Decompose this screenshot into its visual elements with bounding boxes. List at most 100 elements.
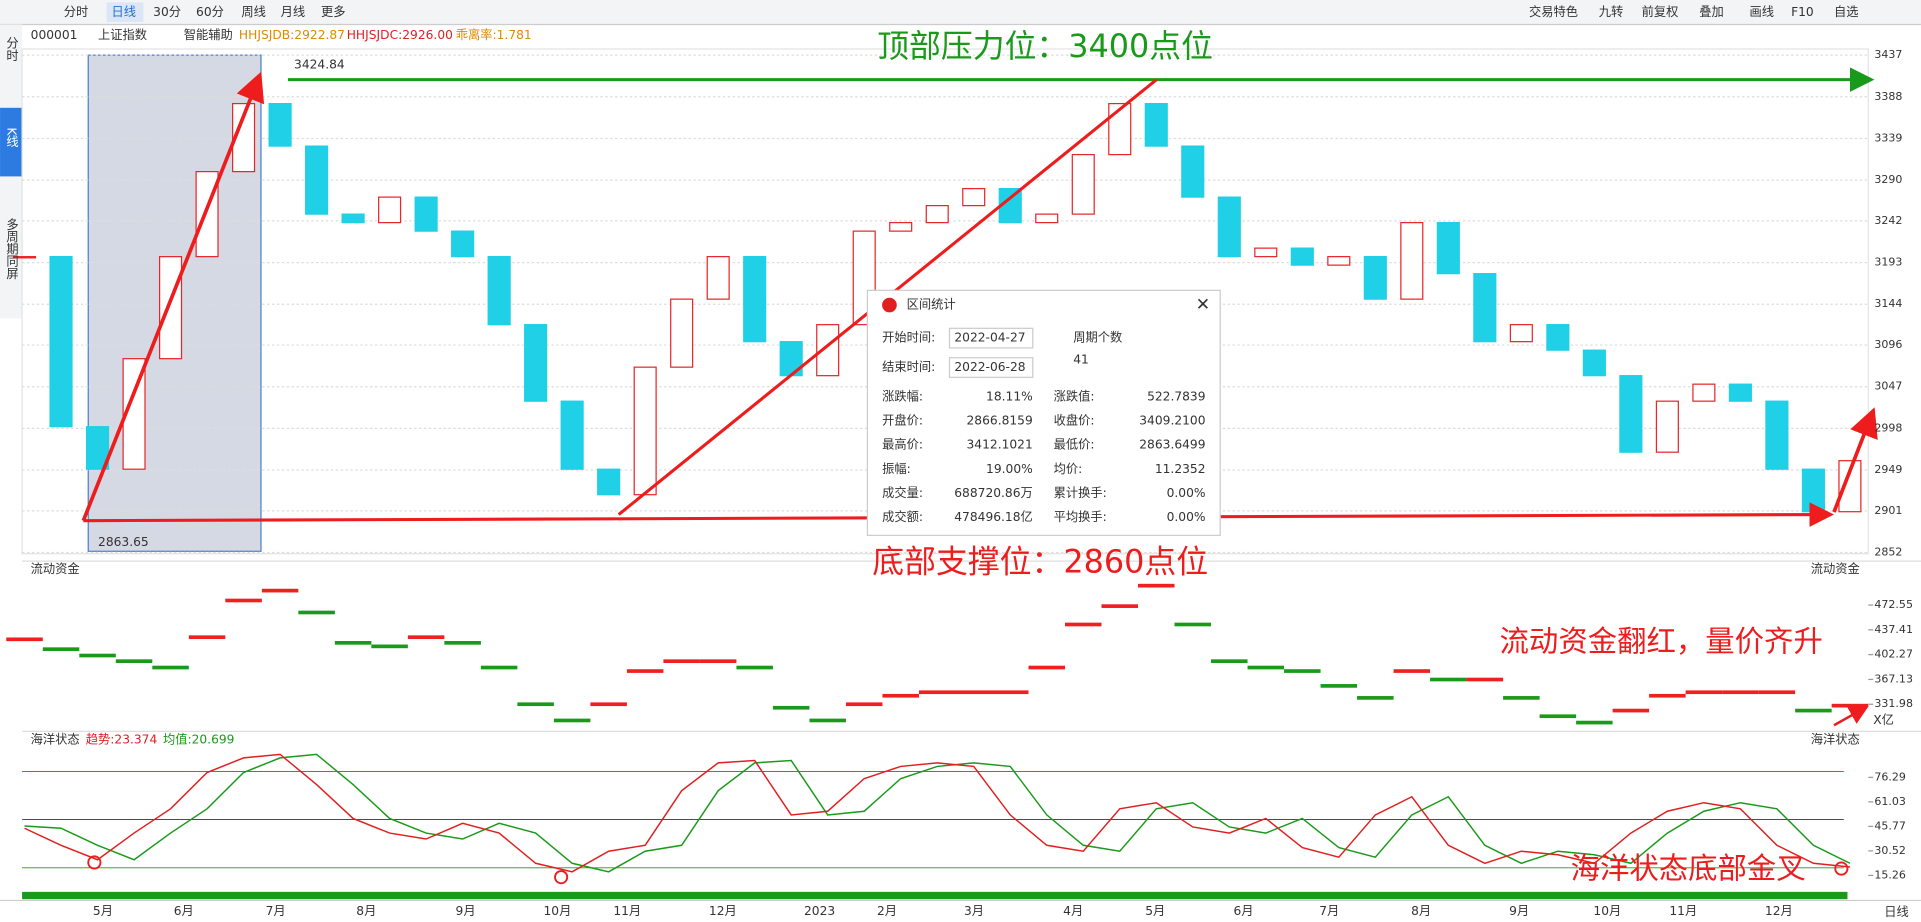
tab[interactable]: 分时 [64, 5, 89, 19]
stat-label: 平均换手: [1054, 510, 1107, 524]
candle [1327, 256, 1351, 266]
candle [1363, 256, 1387, 300]
y-tick-label: 30.52 [1874, 844, 1906, 857]
candle [1473, 273, 1497, 343]
toolbar-button[interactable]: 交易特色 [1529, 4, 1578, 19]
x-tick-label: 2023 [804, 904, 835, 918]
stat-value: 688720.86万 [954, 486, 1033, 500]
toolbar [0, 0, 1921, 25]
candle [305, 145, 329, 215]
toolbar-button[interactable]: 九转 [1599, 4, 1623, 19]
x-tick-label: 12月 [709, 904, 737, 918]
unit: X亿 [1873, 712, 1894, 727]
stat-label: 涨跌值: [1054, 388, 1095, 403]
flow-step [1284, 669, 1321, 673]
stat-value: 3409.2100 [1139, 414, 1205, 428]
tab[interactable]: 60分 [196, 5, 224, 19]
flow-step [1247, 665, 1285, 670]
y-tick-label: 3339 [1874, 131, 1902, 144]
stat-value: 0.00% [1167, 486, 1206, 500]
x-tick-label: 3月 [964, 904, 984, 918]
candle [1254, 247, 1278, 258]
x-tick-label: 4月 [1063, 904, 1083, 918]
flow-step [772, 705, 810, 710]
flow-step [1685, 690, 1723, 695]
tab[interactable]: 日线 [112, 5, 137, 19]
status: 日线 [1884, 905, 1908, 919]
flow-step [298, 610, 335, 615]
cross-marker [87, 855, 102, 870]
toolbar-button[interactable]: 自选 [1834, 5, 1859, 19]
candle [816, 324, 840, 377]
candle [12, 256, 37, 259]
candle [1619, 375, 1643, 453]
end-date[interactable]: 2022-06-28 [954, 360, 1025, 374]
flow-step [334, 640, 372, 645]
flow-step [1393, 669, 1431, 673]
candle [1765, 400, 1789, 470]
toolbar-button[interactable]: 叠加 [1699, 5, 1724, 19]
annotation: 海洋状态底部金叉 [1571, 851, 1806, 885]
toolbar-button[interactable]: 前复权 [1642, 4, 1679, 19]
candle [414, 196, 438, 232]
stat-label: 收盘价: [1054, 413, 1095, 428]
y-tick-label: 3047 [1874, 380, 1902, 393]
annotation: 顶部压力位：3400点位 [877, 27, 1213, 65]
candle [487, 256, 511, 326]
candle [633, 366, 657, 496]
tab[interactable]: 30分 [153, 5, 181, 19]
candle [1181, 145, 1205, 198]
y-tick-label: 3144 [1874, 297, 1902, 310]
flow-step [1138, 583, 1175, 588]
candle [524, 324, 548, 402]
candle [1290, 247, 1314, 266]
flow-step [225, 598, 262, 603]
start-date[interactable]: 2022-04-27 [954, 331, 1025, 345]
candle [268, 102, 292, 147]
flow-step [115, 659, 153, 664]
flow-step [955, 690, 992, 695]
candle [670, 298, 694, 368]
cross-marker [554, 870, 569, 885]
stat-value: 478496.18亿 [954, 509, 1033, 524]
y-tick-label: 3096 [1874, 338, 1902, 351]
flow-arrow [1833, 705, 1869, 727]
trend-line [24, 753, 1850, 873]
candle [1108, 102, 1132, 156]
flow-step [188, 635, 226, 640]
assist[interactable]: 智能辅助 [184, 27, 233, 42]
toolbar-button[interactable]: F10 [1791, 5, 1814, 19]
dialog-title: 区间统计 [907, 298, 956, 312]
stat-label: 均价: [1054, 462, 1083, 476]
stat-label: 成交量: [882, 485, 923, 500]
tab[interactable]: 月线 [281, 5, 306, 19]
tab-active [106, 2, 144, 23]
side-tab[interactable]: K线 [5, 127, 19, 147]
tab[interactable]: 周线 [241, 5, 266, 19]
candle [85, 426, 110, 470]
tab[interactable]: 更多 [321, 5, 346, 19]
close-button[interactable]: ✕ [1196, 295, 1210, 315]
toolbar-button[interactable]: 画线 [1749, 5, 1773, 19]
y-tick-label: 331.98 [1874, 697, 1913, 710]
flow-step [918, 690, 956, 695]
x-tick-label: 5月 [1145, 904, 1165, 918]
stat-value: 18.11% [986, 389, 1033, 403]
stat-value: 522.7839 [1147, 389, 1205, 403]
side-tab[interactable]: 分时 [5, 37, 19, 62]
candle [1801, 468, 1825, 513]
x-tick-label: 11月 [613, 904, 641, 918]
candle [1655, 400, 1679, 453]
side-tab[interactable]: 多周期同屏 [5, 218, 19, 280]
candle [889, 222, 913, 232]
annotation: 流动资金翻红，量价齐升 [1500, 625, 1823, 659]
flow-step [1430, 677, 1467, 682]
mean-label: 均值:20.699 [163, 731, 234, 746]
flow-step [517, 702, 554, 707]
stat-label: 周期个数 [1073, 330, 1122, 345]
flow-step [480, 665, 518, 670]
flow-step [371, 644, 408, 649]
candle [597, 468, 621, 496]
annotation: 底部支撑位：2860点位 [872, 543, 1208, 581]
